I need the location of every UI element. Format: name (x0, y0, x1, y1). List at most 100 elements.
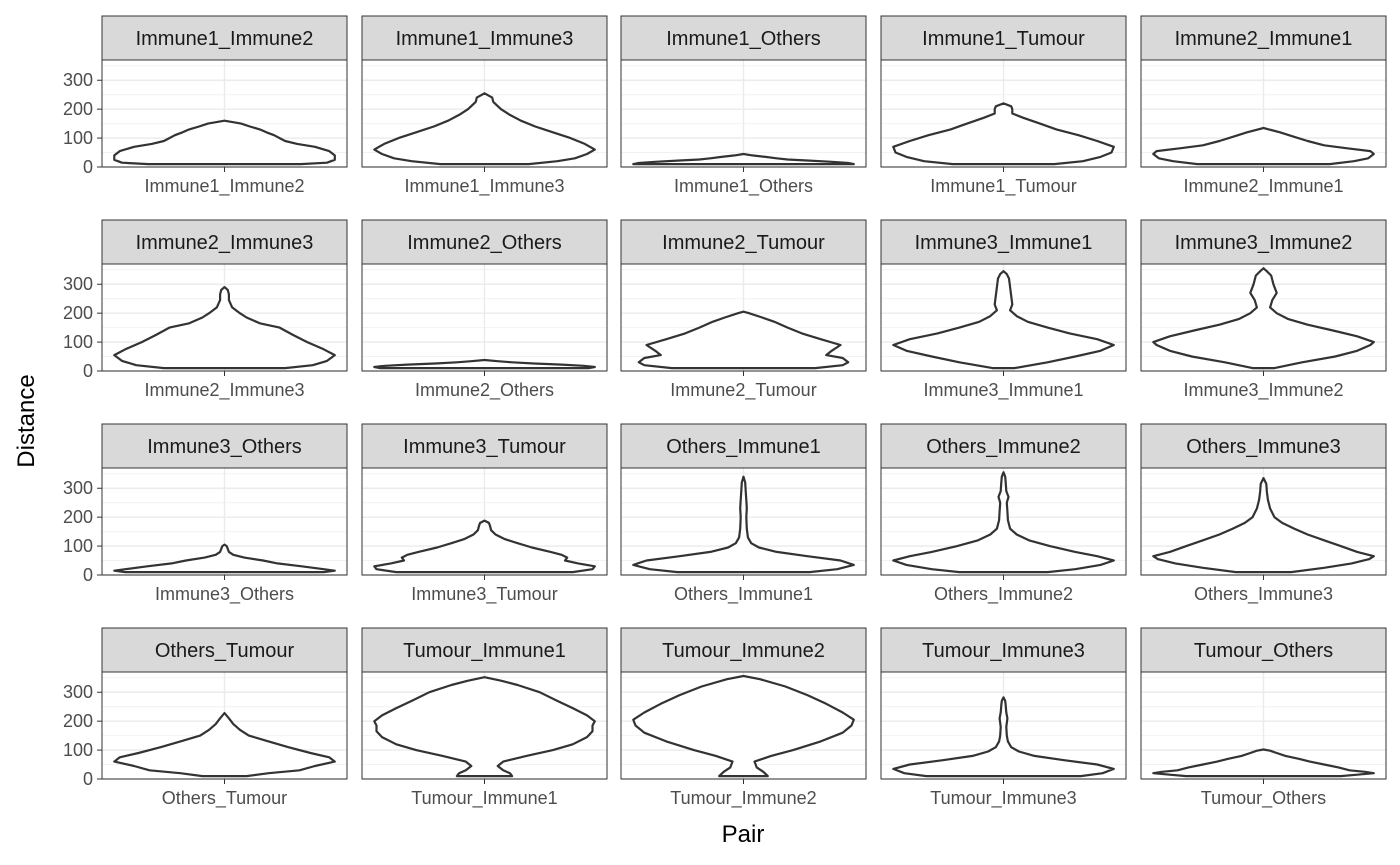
facet-panel: Tumour_Others Tumour_Others (1140, 627, 1387, 809)
y-tick-label: 200 (63, 507, 93, 527)
facet-strip-label: Immune3_Others (147, 436, 302, 458)
y-tick-label: 300 (63, 478, 93, 498)
y-tick-label: 0 (83, 565, 93, 585)
x-tick-label: Immune3_Immune2 (1183, 380, 1343, 401)
facet-panel: Immune2_Immune1 Immune2_Immune1 (1140, 15, 1387, 197)
y-tick-label: 100 (63, 332, 93, 352)
facet-panel: Tumour_Immune3 Tumour_Immune3 (880, 627, 1127, 809)
facet-panel: Immune3_Immune2 Immune3_Immune2 (1140, 219, 1387, 401)
y-tick-label: 300 (63, 274, 93, 294)
violin-shape (892, 696, 1115, 778)
panels-layer: Immune1_Immune2 Immune1_Immune2 0 100 200 300… (63, 15, 1387, 809)
violin-shape (1152, 748, 1375, 778)
facet-panel: Others_Immune2 Others_Immune2 (880, 423, 1127, 605)
violin-shape (632, 674, 855, 778)
violin-shape (892, 471, 1115, 574)
facet-strip-label: Tumour_Immune2 (662, 640, 825, 662)
violin-shape (113, 119, 336, 166)
facet-panel: Others_Immune3 Others_Immune3 (1140, 423, 1387, 605)
x-tick-label: Immune2_Others (415, 380, 554, 401)
facet-panel: Tumour_Immune2 Tumour_Immune2 (620, 627, 867, 809)
violin-shape (373, 519, 596, 574)
facet-strip (880, 423, 1127, 469)
facet-panel: Others_Immune1 Others_Immune1 (620, 423, 867, 605)
facet-strip (101, 219, 348, 265)
x-tick-label: Immune3_Others (155, 584, 294, 605)
facet-strip (620, 219, 867, 265)
facet-strip-label: Immune1_Others (666, 28, 821, 50)
facet-strip (1140, 627, 1387, 673)
x-tick-label: Immune3_Immune1 (923, 380, 1083, 401)
x-tick-label: Immune3_Tumour (411, 584, 557, 605)
facet-strip-label: Immune1_Immune2 (136, 28, 314, 50)
violin-shape (113, 543, 336, 574)
facet-strip-label: Others_Tumour (155, 640, 295, 662)
facet-strip (101, 627, 348, 673)
facet-panel: Tumour_Immune1 Tumour_Immune1 (361, 627, 608, 809)
facet-strip-label: Immune1_Immune3 (396, 28, 574, 50)
facet-strip (880, 627, 1127, 673)
facet-panel: Immune2_Others Immune2_Others (361, 219, 608, 401)
x-tick-label: Immune2_Immune3 (144, 380, 304, 401)
y-tick-label: 200 (63, 99, 93, 119)
facet-panel: Immune3_Others Immune3_Others 0 100 200 300 (63, 423, 348, 605)
facet-strip-label: Others_Immune2 (926, 436, 1081, 458)
facet-strip (620, 423, 867, 469)
facet-panel: Immune1_Immune2 Immune1_Immune2 0 100 200 300 (63, 15, 348, 197)
facet-strip (1140, 15, 1387, 61)
facet-strip-label: Immune3_Immune2 (1175, 232, 1353, 254)
x-tick-label: Immune2_Immune1 (1183, 176, 1343, 197)
x-tick-label: Tumour_Immune2 (670, 788, 816, 809)
violin-shape (892, 102, 1115, 166)
facet-strip-label: Immune2_Immune3 (136, 232, 314, 254)
facet-strip (101, 15, 348, 61)
facet-strip (1140, 219, 1387, 265)
x-tick-label: Immune1_Immune3 (404, 176, 564, 197)
facet-strip-label: Immune2_Others (407, 232, 562, 254)
x-tick-label: Tumour_Immune1 (411, 788, 557, 809)
violin-shape (113, 286, 336, 370)
y-tick-label: 300 (63, 682, 93, 702)
facet-strip-label: Tumour_Immune1 (403, 640, 566, 662)
facet-strip-label: Tumour_Immune3 (922, 640, 1085, 662)
y-tick-label: 200 (63, 711, 93, 731)
x-tick-label: Others_Immune1 (674, 584, 813, 605)
y-tick-label: 300 (63, 70, 93, 90)
x-tick-label: Immune2_Tumour (670, 380, 816, 401)
facet-strip (361, 219, 608, 265)
x-tick-label: Tumour_Immune3 (930, 788, 1076, 809)
x-tick-label: Immune1_Tumour (930, 176, 1076, 197)
violin-shape (632, 152, 855, 166)
violin-shape (1152, 267, 1375, 370)
facet-strip-label: Tumour_Others (1194, 640, 1333, 662)
violin-shape (637, 310, 850, 370)
x-axis-title: Pair (722, 821, 765, 848)
x-tick-label: Immune1_Immune2 (144, 176, 304, 197)
violin-shape (1152, 126, 1375, 166)
facet-strip (361, 423, 608, 469)
facet-panel: Immune1_Others Immune1_Others (620, 15, 867, 197)
facet-strip-label: Immune3_Immune1 (915, 232, 1093, 254)
violin-shape (632, 475, 855, 574)
facet-panel: Immune1_Immune3 Immune1_Immune3 (361, 15, 608, 197)
facet-panel: Immune3_Tumour Immune3_Tumour (361, 423, 608, 605)
facet-panel: Immune2_Tumour Immune2_Tumour (620, 219, 867, 401)
facet-strip-label: Others_Immune1 (666, 436, 821, 458)
violin-shape (373, 358, 596, 370)
x-tick-label: Others_Tumour (162, 788, 287, 809)
facet-panel: Immune3_Immune1 Immune3_Immune1 (880, 219, 1127, 401)
violin-shape (373, 676, 596, 778)
y-axis-title: Distance (13, 374, 40, 467)
facet-strip-label: Immune2_Tumour (662, 232, 825, 254)
x-tick-label: Tumour_Others (1201, 788, 1326, 809)
violin-shape (1152, 477, 1375, 574)
facet-strip-label: Immune1_Tumour (922, 28, 1085, 50)
x-tick-label: Immune1_Others (674, 176, 813, 197)
y-tick-label: 0 (83, 361, 93, 381)
x-tick-label: Others_Immune3 (1194, 584, 1333, 605)
facet-panel: Immune1_Tumour Immune1_Tumour (880, 15, 1127, 197)
facet-panel: Immune2_Immune3 Immune2_Immune3 0 100 200 300 (63, 219, 348, 401)
y-tick-label: 100 (63, 128, 93, 148)
facet-strip (101, 423, 348, 469)
